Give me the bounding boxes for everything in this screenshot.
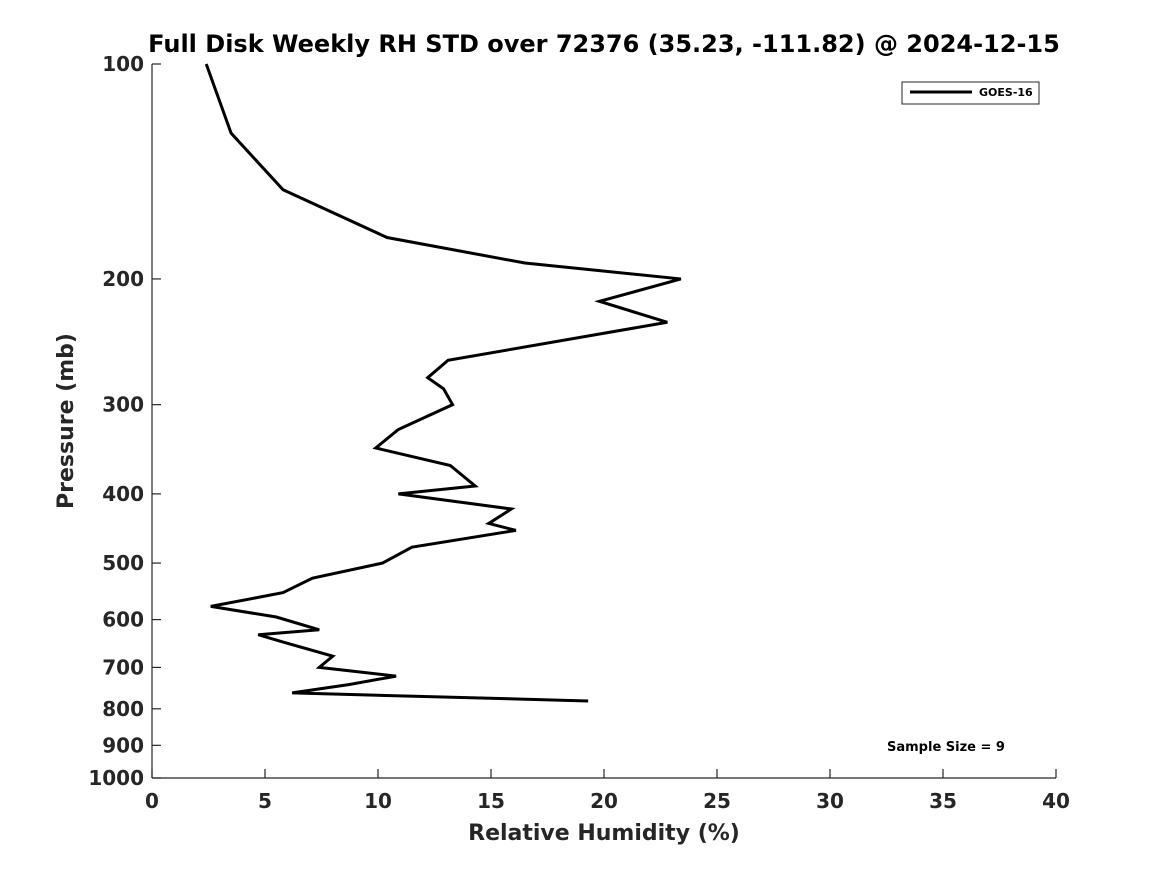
x-tick-label: 10	[364, 789, 392, 813]
y-tick-label: 700	[102, 655, 144, 679]
x-tick-label: 40	[1042, 789, 1070, 813]
x-tick-label: 15	[477, 789, 505, 813]
legend-label-goes16: GOES-16	[979, 86, 1033, 99]
x-tick-label: 25	[703, 789, 731, 813]
x-tick-label: 0	[145, 789, 159, 813]
x-axis-label: Relative Humidity (%)	[468, 821, 740, 846]
y-tick-label: 1000	[88, 766, 144, 790]
y-tick-label: 400	[102, 482, 144, 506]
sample-size-annotation: Sample Size = 9	[887, 740, 1005, 755]
y-tick-label: 500	[102, 551, 144, 575]
x-tick-label: 35	[929, 789, 957, 813]
x-tick-label: 30	[816, 789, 844, 813]
series-points-goes16	[206, 63, 681, 702]
y-tick-label: 600	[102, 608, 144, 632]
y-tick-label: 300	[102, 393, 144, 417]
y-tick-label: 200	[102, 267, 144, 291]
legend: GOES-16	[901, 81, 1040, 105]
x-tick-label: 20	[590, 789, 618, 813]
y-tick-label: 900	[102, 733, 144, 757]
y-tick-label: 800	[102, 697, 144, 721]
y-axis-ticks: 100 200 300 400 500 600 700 800 900 1000	[88, 52, 161, 790]
series-line-goes16	[204, 63, 682, 703]
chart-title: Full Disk Weekly RH STD over 72376 (35.2…	[148, 30, 1060, 58]
x-tick-label: 5	[258, 789, 272, 813]
y-tick-label: 100	[102, 52, 144, 76]
x-axis-ticks: 0 5 10 15 20 25 30 35 40	[145, 769, 1070, 813]
y-axis-label: Pressure (mb)	[54, 333, 79, 509]
